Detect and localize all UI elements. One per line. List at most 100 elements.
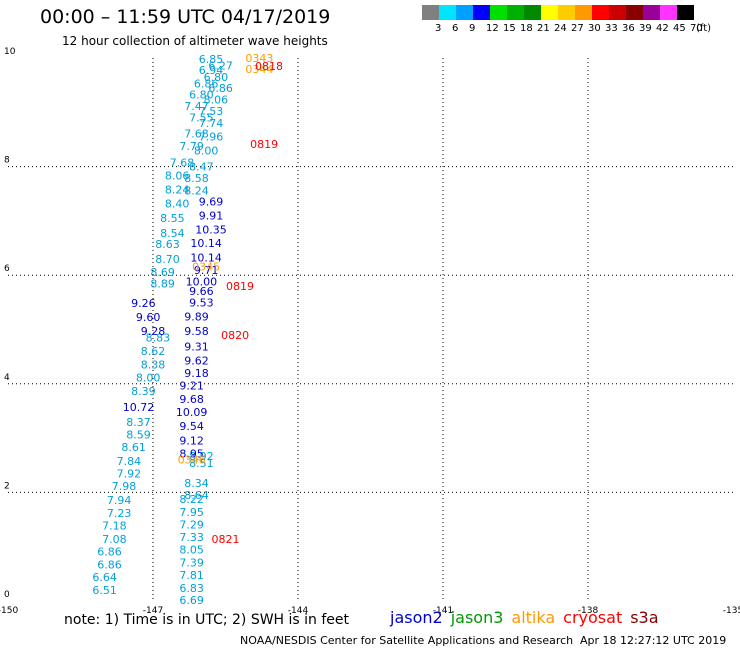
data-point-label: 8.06: [165, 169, 190, 182]
data-point-label: 8.22: [179, 493, 204, 506]
color-scale-label: 12: [486, 23, 499, 34]
data-point-label: 7.68: [184, 127, 209, 140]
color-swatch: [507, 5, 524, 20]
data-point-label: 9.28: [141, 325, 166, 338]
y-tick-label: 10: [4, 47, 16, 57]
data-point-label: 8.05: [179, 543, 204, 556]
color-swatch: [456, 5, 473, 20]
data-point-label: 6.86: [208, 82, 233, 95]
color-scale-label: 6: [452, 23, 459, 34]
timestamp-text: Apr 18 12:27:12 UTC 2019: [580, 634, 727, 647]
x-tick-label: -150: [0, 606, 18, 616]
data-point-label: 8.06: [204, 93, 229, 106]
axes: -150 -147 -144 -141 -138 -135 0 2 4 6 8 10: [0, 47, 740, 616]
grid-lines: [8, 58, 733, 601]
data-point-label: 7.53: [199, 105, 224, 118]
data-point-label: 8.63: [155, 238, 180, 251]
color-scale-label: 18: [520, 23, 533, 34]
data-point-label: 10.35: [195, 224, 227, 237]
data-point-label: 10.14: [190, 251, 222, 264]
data-point-label: 7.81: [179, 569, 204, 582]
color-scale-unit: (ft): [696, 23, 712, 34]
data-point-label: 7.55: [189, 112, 214, 125]
color-scale-label: 15: [503, 23, 516, 34]
data-point-label: 9.26: [131, 297, 156, 310]
data-point-label: 7.39: [179, 556, 204, 569]
data-point-label: 8.40: [165, 198, 190, 211]
x-tick-label: -147: [143, 606, 163, 616]
data-point-label: 7.96: [199, 131, 224, 144]
chart-title: 00:00 – 11:59 UTC 04/17/2019: [40, 6, 331, 28]
color-scale-label: 3: [435, 23, 442, 34]
data-point-label: 8.37: [126, 416, 151, 429]
data-point-label: 0819: [226, 280, 254, 293]
data-point-label: 0820: [221, 329, 249, 342]
data-point-label: 6.94: [199, 64, 224, 77]
color-scale-label: 45: [673, 23, 686, 34]
y-tick-label: 8: [4, 156, 10, 166]
data-point-label: 0343: [245, 52, 273, 65]
data-point-label: 6.86: [194, 78, 219, 91]
color-swatch: [422, 5, 439, 20]
color-scale-label: 24: [554, 23, 567, 34]
data-point-label: 8.62: [141, 345, 166, 358]
data-point-label: 8.39: [131, 385, 156, 398]
color-scale-label: 39: [639, 23, 652, 34]
data-point-label: 6.51: [92, 584, 117, 597]
data-point-label: 9.21: [179, 379, 204, 392]
data-point-label: 7.92: [117, 467, 142, 480]
data-point-label: 8.38: [141, 358, 166, 371]
x-tick-label: -135: [723, 606, 740, 616]
data-point-label: 8.34: [184, 477, 209, 490]
data-point-label: 8.24: [184, 184, 209, 197]
color-scale-label: 42: [656, 23, 669, 34]
data-point-label: 8.83: [146, 332, 171, 345]
data-point-label: 7.29: [179, 518, 204, 531]
data-point-label: 7.84: [117, 455, 142, 468]
legend-altika: altika: [511, 608, 556, 627]
color-swatch: [575, 5, 592, 20]
color-scale-label: 36: [622, 23, 635, 34]
data-point-label: 7.74: [199, 117, 224, 130]
data-point-label: 7.98: [112, 480, 137, 493]
color-swatch: [473, 5, 490, 20]
data-point-label: 9.53: [189, 296, 214, 309]
satellite-legend: jason2 jason3 altika cryosat s3a: [390, 608, 667, 627]
data-point-label: 7.94: [107, 494, 132, 507]
data-point-label: 7.79: [179, 140, 204, 153]
color-swatch: [660, 5, 677, 20]
data-point-label: 8.70: [155, 253, 180, 266]
color-swatch: [626, 5, 643, 20]
data-point-label: 10.09: [176, 406, 208, 419]
data-point-label: 6.80: [204, 71, 229, 84]
data-point-label: 6.80: [189, 88, 214, 101]
y-tick-label: 6: [4, 264, 10, 274]
y-tick-label: 4: [4, 373, 10, 383]
data-point-label: 9.68: [179, 393, 204, 406]
data-point-label: 9.18: [184, 367, 209, 380]
data-point-label: 9.12: [179, 434, 204, 447]
data-point-label: 8.54: [160, 227, 185, 240]
legend-jason2: jason2: [390, 608, 443, 627]
credit-text: NOAA/NESDIS Center for Satellite Applica…: [240, 634, 574, 647]
data-point-label: 10.00: [186, 276, 218, 289]
color-swatch: [541, 5, 558, 20]
footer-note: note: 1) Time is in UTC; 2) SWH is in fe…: [64, 612, 350, 628]
data-point-label: 8.47: [189, 161, 214, 174]
chart-subtitle: 12 hour collection of altimeter wave hei…: [62, 34, 328, 48]
data-point-label: 10.14: [190, 237, 222, 250]
data-point-label: 9.60: [136, 311, 161, 324]
data-point-label: 0344: [245, 63, 273, 76]
data-point-label: 6.27: [208, 60, 233, 73]
x-tick-label: -141: [433, 606, 453, 616]
data-point-label: 9.62: [184, 354, 209, 367]
data-point-label: 0346: [178, 453, 206, 466]
data-point-label: 8.95: [179, 447, 204, 460]
color-scale-label: 9: [469, 23, 476, 34]
data-point-label: 8.92: [189, 450, 214, 463]
data-point-label: 8.59: [126, 428, 151, 441]
data-point-label: 7.68: [170, 156, 195, 169]
color-scale-label: 30: [588, 23, 601, 34]
data-point-label: 7.23: [107, 507, 132, 520]
data-point-label: 8.64: [184, 489, 209, 502]
